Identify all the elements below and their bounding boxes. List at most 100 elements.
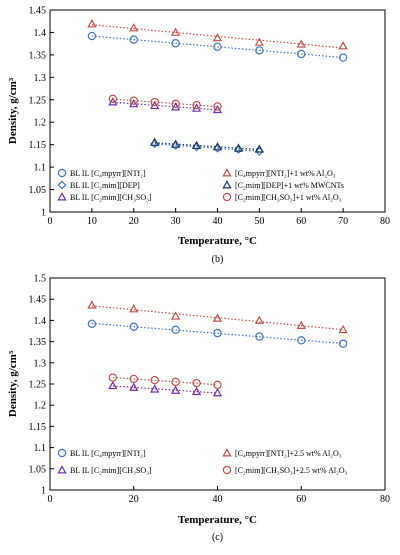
x-tick-label: 80 (380, 494, 390, 505)
x-tick-label: 10 (87, 216, 97, 227)
data-point (212, 388, 223, 397)
series-0 (87, 31, 348, 62)
data-point (192, 378, 201, 388)
y-tick-label: 1 (41, 208, 46, 219)
series-1 (87, 300, 348, 334)
legend-entry: [C₄mpyrr][NTf₂]+2.5 wt% Al₂O₃ (235, 449, 342, 458)
data-point (171, 311, 181, 320)
y-axis-label: Density, g/cm³ (7, 350, 19, 417)
data-point (129, 96, 138, 105)
trendline (91, 35, 344, 59)
trendline (154, 142, 260, 151)
x-tick-label: 30 (171, 216, 181, 227)
legend-marker (222, 465, 232, 475)
data-point (108, 373, 118, 382)
y-tick-label: 1.15 (29, 140, 47, 151)
data-point (338, 41, 348, 50)
data-point (338, 324, 348, 334)
data-point (233, 143, 244, 152)
legend-entry: BL IL [C₂mim][CH₃SO₃] (70, 193, 152, 202)
y-tick-label: 1.3 (34, 358, 47, 369)
trendline (154, 143, 260, 152)
legend-marker (57, 168, 67, 178)
data-point (87, 31, 97, 41)
y-tick-label: 1.5 (34, 274, 47, 285)
x-tick-label: 0 (48, 494, 53, 505)
legend-entry: BL IL [C₂mim][CH₃SO₃] (70, 466, 152, 475)
x-tick-label: 60 (296, 216, 306, 227)
trendline (112, 385, 218, 394)
trendline (112, 376, 218, 386)
legend-marker (222, 448, 232, 457)
y-tick-label: 1.05 (29, 464, 47, 475)
data-point (338, 339, 348, 348)
chart-panel-0: 1 1.05 1.1 1.15 1.2 1.25 1.3 1.35 1.4 1.45 0 10 20 30… (7, 6, 390, 266)
data-point (87, 319, 97, 328)
series-0 (87, 319, 348, 348)
legend-entry: [C₂mim][DEP]+1 wt% MWCNTs (235, 181, 344, 190)
trendline (112, 98, 218, 108)
x-tick-label: 60 (296, 494, 306, 505)
data-point (254, 315, 264, 324)
y-tick-label: 1.1 (34, 163, 47, 174)
data-point (87, 300, 97, 309)
data-point (171, 99, 180, 109)
data-point (191, 386, 202, 396)
trendline (91, 305, 344, 331)
plot-frame (49, 277, 386, 491)
data-point (171, 39, 180, 48)
y-axis-label: Density, g/cm³ (7, 77, 19, 144)
data-point (129, 374, 138, 384)
y-tick-label: 1.3 (34, 73, 47, 84)
y-tick-label: 1.35 (29, 337, 47, 348)
data-point (296, 39, 306, 48)
data-point (129, 35, 138, 44)
legend-entry: BL IL [C₄mpyrr][NTf₂] (70, 169, 146, 178)
data-point (213, 328, 222, 338)
x-tick-label: 80 (380, 216, 390, 227)
legend-marker (57, 180, 67, 190)
data-point (254, 144, 264, 153)
legend-entry: BL IL [C₂mim][DEP] (70, 181, 140, 190)
data-point (150, 97, 159, 107)
legend: BL IL [C₄mpyrr][NTf₂] [C₄mpyrr][NTf₂]+2.5… (57, 448, 348, 475)
y-tick-label: 1.45 (29, 6, 47, 17)
data-point (213, 42, 222, 52)
y-tick-label: 1.2 (34, 118, 47, 129)
data-point (129, 322, 138, 331)
legend-marker (222, 192, 232, 202)
y-tick-label: 1.25 (29, 380, 47, 391)
y-tick-label: 1.45 (29, 295, 47, 306)
legend-marker (57, 192, 67, 201)
panel-label: (b) (212, 254, 224, 265)
data-point (213, 102, 222, 111)
data-point (297, 336, 306, 345)
data-point (212, 32, 223, 42)
data-point (212, 313, 223, 322)
data-point (171, 139, 181, 148)
legend-entry: BL IL [C₄mpyrr][NTf₂] (70, 449, 146, 458)
series-3 (108, 373, 222, 390)
y-tick-label: 1.25 (29, 95, 47, 106)
x-tick-label: 40 (213, 494, 223, 505)
data-point (255, 332, 264, 341)
x-axis-label: Temperature, °C (178, 235, 257, 247)
y-tick-label: 1.35 (29, 50, 47, 61)
x-axis-label: Temperature, °C (178, 514, 257, 526)
data-point (171, 377, 180, 387)
chart-panel-1: 1 1.05 1.1 1.15 1.2 1.25 1.3 1.35 1.4 1.45 1.5 0 20 4… (7, 274, 390, 544)
legend: BL IL [C₄mpyrr][NTf₂] [C₄mpyrr][NTf₂]+1 w… (57, 168, 344, 202)
legend-marker (222, 180, 232, 189)
data-point (213, 380, 222, 390)
trendline (91, 322, 344, 345)
trendline (91, 24, 344, 49)
data-point (129, 23, 139, 32)
data-point (255, 46, 264, 55)
legend-marker (222, 168, 232, 177)
y-tick-label: 1.05 (29, 185, 47, 196)
data-point (171, 385, 181, 394)
data-point (254, 37, 264, 46)
series-2 (108, 380, 223, 397)
x-tick-label: 50 (254, 216, 264, 227)
